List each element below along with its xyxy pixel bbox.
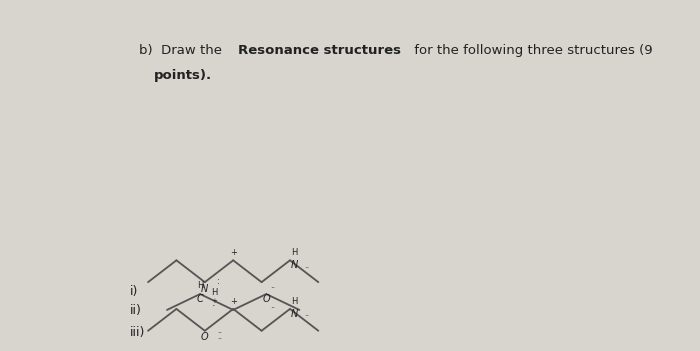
Text: +: + xyxy=(230,249,237,257)
Text: N: N xyxy=(201,284,209,294)
Text: ·: · xyxy=(211,301,215,311)
Text: ..: .. xyxy=(304,309,309,318)
Text: ..: .. xyxy=(270,301,275,310)
Text: H: H xyxy=(197,281,203,290)
Text: ..: .. xyxy=(304,261,309,270)
Text: +: + xyxy=(230,297,237,306)
Text: N: N xyxy=(291,260,298,270)
Text: +: + xyxy=(211,298,217,304)
Text: O: O xyxy=(262,294,270,304)
Text: ..: .. xyxy=(217,326,223,335)
Text: H: H xyxy=(291,249,298,257)
Text: b)  Draw the: b) Draw the xyxy=(139,44,226,57)
Text: :: : xyxy=(217,277,220,286)
Text: ii): ii) xyxy=(130,304,141,317)
Text: H: H xyxy=(211,288,218,297)
Text: ..: .. xyxy=(217,332,223,341)
Text: iii): iii) xyxy=(130,326,145,339)
Text: H: H xyxy=(291,297,298,306)
Text: Resonance structures: Resonance structures xyxy=(238,44,401,57)
Text: for the following three structures (9: for the following three structures (9 xyxy=(410,44,652,57)
Text: C: C xyxy=(197,294,204,304)
Text: points).: points). xyxy=(154,69,212,82)
Text: N: N xyxy=(291,309,298,319)
Text: ..: .. xyxy=(270,281,275,290)
Text: O: O xyxy=(201,332,209,342)
Text: i): i) xyxy=(130,285,138,298)
